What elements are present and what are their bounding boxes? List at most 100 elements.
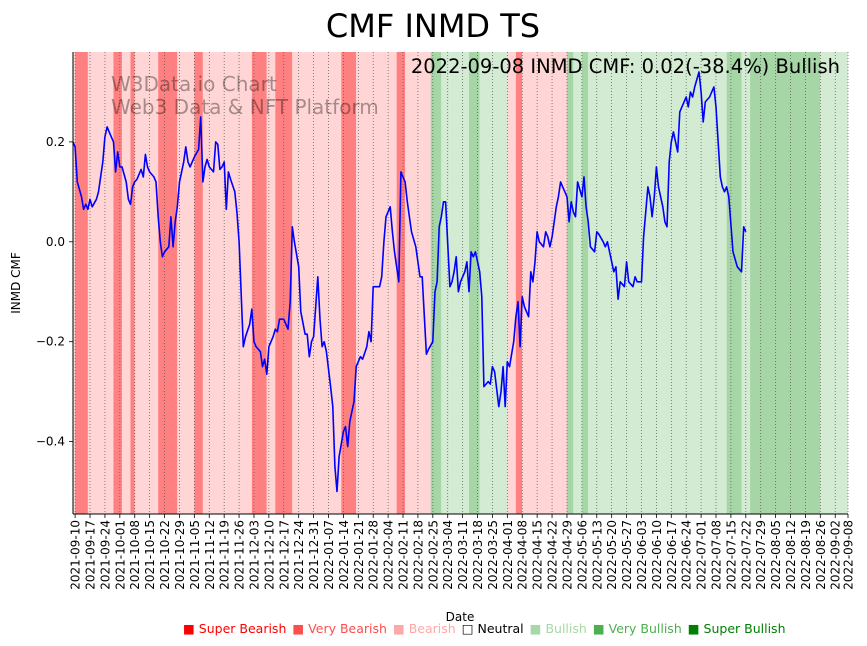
x-tick-label: 2022-04-08: [516, 520, 530, 590]
latest-value-annotation: 2022-09-08 INMD CMF: 0.02(-38.4%) Bullis…: [411, 55, 840, 78]
x-tick-label: 2022-03-04: [441, 520, 455, 590]
x-tick-label: 2022-04-22: [546, 520, 560, 590]
vertical-gridlines: [74, 52, 849, 514]
x-tick-label: 2021-12-24: [292, 520, 306, 590]
legend-label: Bearish: [408, 621, 456, 636]
x-tick-label: 2022-04-01: [501, 520, 515, 590]
x-tick-label: 2022-06-17: [665, 520, 679, 590]
x-tick-label: 2021-10-08: [128, 520, 142, 590]
x-tick-label: 2022-05-27: [620, 520, 634, 590]
square-outline-icon: □: [461, 621, 474, 636]
region-very-bearish: [113, 52, 122, 514]
region-bearish: [507, 52, 516, 514]
x-tick-label: 2022-08-12: [784, 520, 798, 590]
region-very-bullish: [750, 52, 808, 514]
legend-very-bullish: ■ Very Bullish: [593, 621, 682, 636]
legend-bullish: ■ Bullish: [530, 621, 587, 636]
x-tick-label: 2021-09-24: [98, 520, 112, 590]
region-bearish: [266, 52, 276, 514]
axes: [72, 52, 848, 515]
x-tick-label: 2022-05-20: [605, 520, 619, 590]
x-tick-label: 2022-05-13: [590, 520, 604, 590]
region-very-bearish: [75, 52, 88, 514]
region-very-bearish: [515, 52, 523, 514]
x-tick-label: 2022-04-15: [531, 520, 545, 590]
square-icon: ■: [183, 621, 195, 636]
x-tick-label: 2022-08-05: [769, 520, 783, 590]
x-tick-label: 2022-02-04: [382, 520, 396, 590]
x-tick-label: 2022-05-06: [575, 520, 589, 590]
x-tick-label: 2022-03-25: [486, 520, 500, 590]
region-bearish: [121, 52, 131, 514]
x-tick-label: 2022-01-21: [352, 520, 366, 590]
region-very-bullish: [807, 52, 821, 514]
square-icon: ■: [592, 621, 605, 636]
x-tick-label: 2021-10-22: [158, 520, 172, 590]
x-tick-label: 2021-09-10: [69, 520, 83, 590]
region-very-bearish: [130, 52, 135, 514]
x-tick-label: 2022-06-10: [650, 520, 664, 590]
x-tick-label: 2022-08-26: [814, 520, 828, 590]
region-bearish: [177, 52, 195, 514]
region-bullish: [573, 52, 582, 514]
x-tick-label: 2022-07-15: [724, 520, 738, 590]
x-tick-label: 2022-06-24: [680, 520, 694, 590]
x-tick-label: 2021-12-17: [277, 520, 291, 590]
region-very-bearish: [341, 52, 357, 514]
x-tick-label: 2022-02-11: [397, 520, 411, 590]
x-tick-label: 2022-07-22: [739, 520, 753, 590]
x-axis-label: Date: [446, 610, 475, 624]
region-bearish: [87, 52, 114, 514]
square-icon: ■: [392, 621, 405, 636]
region-very-bullish: [469, 52, 480, 514]
x-tick-label: 2021-12-03: [247, 520, 261, 590]
region-bearish: [202, 52, 252, 514]
watermark-line-2: Web3 Data & NFT Platform: [111, 95, 379, 119]
region-very-bullish: [430, 52, 442, 514]
legend-label: Very Bullish: [608, 621, 682, 636]
x-tick-label: 2022-06-03: [635, 520, 649, 590]
region-bearish: [134, 52, 159, 514]
region-bearish: [522, 52, 567, 514]
x-tick-label: 2022-09-02: [829, 520, 843, 590]
x-tick-label: 2022-04-29: [560, 520, 574, 590]
region-bearish: [73, 52, 76, 514]
legend-neutral: □ Neutral: [462, 621, 524, 636]
region-very-bullish: [726, 52, 742, 514]
region-bullish: [820, 52, 848, 514]
legend-label: Neutral: [477, 621, 524, 636]
region-bullish: [479, 52, 508, 514]
region-very-bearish: [396, 52, 406, 514]
x-tick-label: 2022-03-11: [456, 520, 470, 590]
y-tick-label: −0.2: [36, 335, 65, 349]
x-tick-label: 2021-10-01: [113, 520, 127, 590]
legend-super-bearish: ■ Super Bearish: [183, 621, 286, 636]
y-tick-label: 0.2: [46, 135, 65, 149]
x-tick-label: 2022-07-01: [695, 520, 709, 590]
legend-very-bearish: ■ Very Bearish: [292, 621, 387, 636]
x-tick-label: 2022-09-08: [842, 520, 856, 590]
x-tick-label: 2021-12-10: [262, 520, 276, 590]
legend-label: Super Bearish: [198, 621, 287, 636]
x-tick-label: 2022-01-28: [367, 520, 381, 590]
region-very-bearish: [251, 52, 267, 514]
y-tick-label: −0.4: [36, 435, 65, 449]
cmf-line: [72, 71, 747, 493]
region-bullish: [588, 52, 727, 514]
square-icon: ■: [292, 621, 305, 636]
x-tick-label: 2022-08-19: [799, 520, 813, 590]
x-tick-label: 2022-03-18: [471, 520, 485, 590]
square-icon: ■: [529, 621, 542, 636]
x-tick-label: 2022-07-08: [709, 520, 723, 590]
y-tick-label: 0.0: [46, 235, 65, 249]
x-tick-label: 2021-12-31: [307, 520, 321, 590]
sentiment-regions: [73, 52, 848, 514]
x-tick-label: 2022-01-07: [322, 520, 336, 590]
x-tick-label: 2021-10-15: [143, 520, 157, 590]
region-bullish: [441, 52, 450, 514]
y-axis-label: INMD CMF: [9, 252, 23, 314]
legend-label: Super Bullish: [703, 621, 786, 636]
region-very-bearish: [194, 52, 203, 514]
x-tick-label: 2021-11-05: [188, 520, 202, 590]
